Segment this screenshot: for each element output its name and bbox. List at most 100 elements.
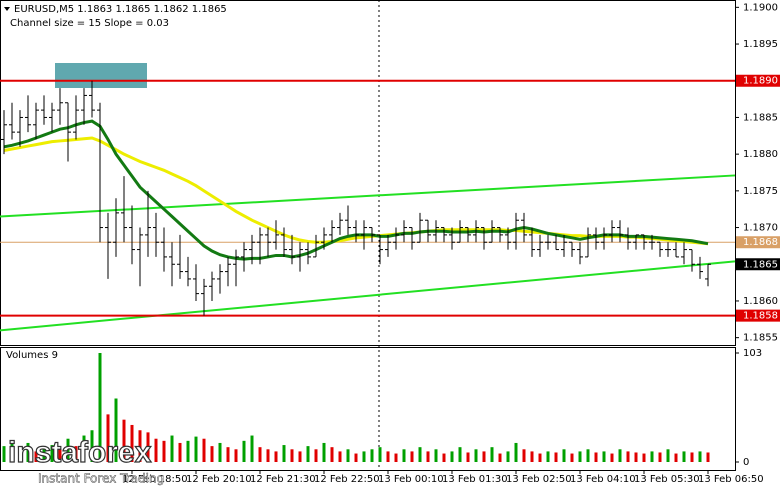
volume-bar <box>666 449 670 462</box>
volume-bar <box>426 451 430 462</box>
volume-bar <box>650 451 654 462</box>
volume-bar <box>626 451 630 462</box>
volume-bar <box>682 451 686 462</box>
x-tick-label: 13 Feb 00:10 <box>378 474 444 485</box>
volume-bar <box>74 446 78 462</box>
volume-bar <box>410 451 414 462</box>
volume-panel <box>0 347 736 471</box>
level-tag <box>736 309 780 322</box>
volume-bar <box>458 447 462 462</box>
volume-bar <box>210 446 214 462</box>
x-tick-label: 13 Feb 01:30 <box>442 474 508 485</box>
volume-bar <box>362 451 366 462</box>
volume-bar <box>690 452 694 462</box>
volume-bar <box>490 447 494 462</box>
volume-bar <box>618 449 622 462</box>
volume-bar <box>114 398 118 462</box>
volume-bar <box>98 353 102 462</box>
volume-bar <box>2 446 6 462</box>
current-price-tag <box>736 258 780 271</box>
volume-bar <box>50 445 54 462</box>
volume-bar <box>698 451 702 462</box>
x-tick-label: 12 Feb 18:50 <box>122 474 188 485</box>
volume-bar <box>402 449 406 462</box>
indicator-label: Channel size = 15 Slope = 0.03 <box>10 18 169 29</box>
volume-bar <box>570 453 574 462</box>
volume-bar <box>266 449 270 462</box>
volume-bar <box>274 451 278 462</box>
volume-bar <box>530 451 534 462</box>
y-tick-label: 1.1900 <box>743 2 778 13</box>
volume-bar <box>290 449 294 462</box>
channel-line <box>0 174 736 218</box>
volume-bar <box>498 453 502 462</box>
volume-bar <box>434 449 438 462</box>
volume-bar <box>106 414 110 462</box>
volume-bar <box>538 453 542 462</box>
volume-bar <box>282 445 286 462</box>
volume-bar <box>42 447 46 462</box>
volume-bar <box>66 438 70 462</box>
volume-bar <box>186 440 190 462</box>
chart-title: EURUSD,M5 1.1863 1.1865 1.1862 1.1865 <box>14 4 227 15</box>
price-panel <box>0 0 736 346</box>
volume-tick-label: 103 <box>743 348 762 359</box>
volume-bar <box>170 435 174 462</box>
level-tag <box>736 236 780 249</box>
volume-bar <box>610 453 614 462</box>
y-tick-label: 1.1870 <box>743 223 778 234</box>
menu-arrow <box>4 7 10 11</box>
watermark-tagline: Instant Forex Trading <box>38 472 164 486</box>
volume-bar <box>354 453 358 462</box>
volume-bar <box>562 449 566 462</box>
volume-bar <box>58 449 62 462</box>
volume-bar <box>554 452 558 462</box>
volume-bar <box>18 449 22 462</box>
volume-bar <box>418 447 422 462</box>
current-price-label: 1.1865 <box>743 259 778 270</box>
volume-bar <box>226 447 230 462</box>
volume-bar <box>602 451 606 462</box>
volume-bar <box>138 430 142 462</box>
volume-bar <box>146 432 150 462</box>
level-label: 1.1890 <box>743 76 778 87</box>
volume-bar <box>514 442 518 462</box>
volume-bar <box>162 440 166 462</box>
volume-bar <box>34 451 38 462</box>
volume-bar <box>506 451 510 462</box>
x-tick-label: 13 Feb 02:50 <box>506 474 572 485</box>
volume-bar <box>330 447 334 462</box>
volume-bar <box>370 449 374 462</box>
volume-bar <box>346 449 350 462</box>
volume-bar <box>586 449 590 462</box>
y-tick-label: 1.1895 <box>743 39 778 50</box>
volume-bar <box>234 449 238 462</box>
volume-bar <box>10 440 14 462</box>
y-tick-label: 1.1880 <box>743 149 778 160</box>
zone-marker <box>55 63 147 88</box>
volume-bar <box>466 452 470 462</box>
volume-bar <box>218 442 222 462</box>
volume-bar <box>386 451 390 462</box>
volume-bar <box>546 451 550 462</box>
volume-bar <box>578 451 582 462</box>
volume-bar <box>82 435 86 462</box>
volume-bar <box>394 453 398 462</box>
volume-bar <box>122 419 126 462</box>
volume-bar <box>242 440 246 462</box>
volume-bar <box>298 451 302 462</box>
y-tick-label: 1.1855 <box>743 333 778 344</box>
volume-bar <box>594 452 598 462</box>
volume-bar <box>378 447 382 462</box>
volume-bar <box>658 452 662 462</box>
watermark-brand: instaforex <box>8 436 152 469</box>
volume-bar <box>130 424 134 462</box>
volume-bar <box>674 453 678 462</box>
volume-bar <box>250 435 254 462</box>
volume-bar <box>522 449 526 462</box>
volume-bar <box>322 442 326 462</box>
volume-bar <box>634 452 638 462</box>
level-label: 1.1858 <box>743 311 778 322</box>
x-tick-label: 13 Feb 06:50 <box>698 474 764 485</box>
